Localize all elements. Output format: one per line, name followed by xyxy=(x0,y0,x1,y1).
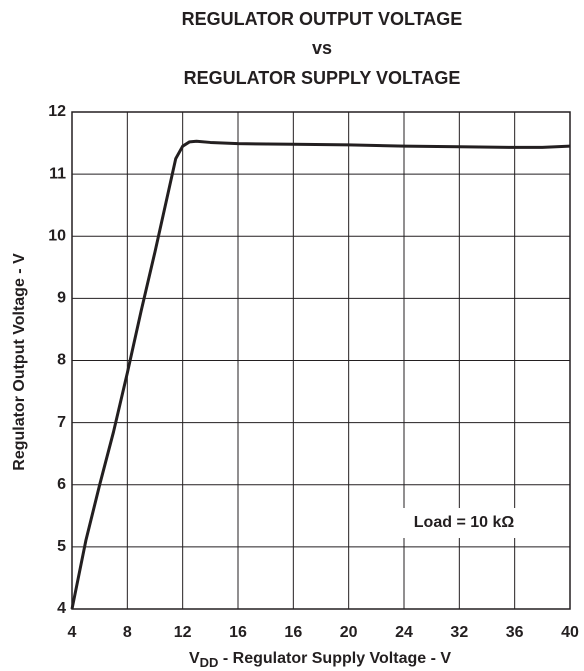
chart-title: vs xyxy=(312,38,332,58)
y-tick-label: 10 xyxy=(48,227,66,244)
x-tick-label: 40 xyxy=(561,624,579,641)
x-tick-label: 32 xyxy=(450,624,468,641)
annotation-bg xyxy=(385,508,543,538)
x-tick-label: 4 xyxy=(68,624,77,641)
chart-title: REGULATOR OUTPUT VOLTAGE xyxy=(182,9,463,29)
x-axis-label: VDD - Regulator Supply Voltage - V xyxy=(189,650,451,670)
y-tick-label: 11 xyxy=(49,165,66,182)
x-label-subscript: DD xyxy=(200,655,219,670)
y-tick-label: 4 xyxy=(57,600,66,617)
y-tick-label: 6 xyxy=(57,476,66,493)
y-tick-label: 8 xyxy=(57,352,66,369)
x-tick-label: 20 xyxy=(340,624,358,641)
x-label-text: - Regulator Supply Voltage - V xyxy=(218,650,451,667)
x-tick-label: 16 xyxy=(229,624,247,641)
y-tick-label: 9 xyxy=(57,290,66,307)
x-label-base: V xyxy=(189,650,200,667)
x-tick-label: 36 xyxy=(506,624,524,641)
x-tick-label: 16 xyxy=(284,624,302,641)
chart-title: REGULATOR SUPPLY VOLTAGE xyxy=(184,68,461,88)
y-axis-label: Regulator Output Voltage - V xyxy=(11,253,28,471)
plot-frame xyxy=(71,111,571,610)
data-line xyxy=(70,139,571,610)
x-tick-label: 12 xyxy=(174,624,192,641)
x-tick-label: 8 xyxy=(123,624,132,641)
y-tick-label: 7 xyxy=(57,414,66,431)
annotation: Load = 10 kΩ xyxy=(414,514,515,531)
x-tick-label: 24 xyxy=(395,624,413,641)
y-tick-label: 12 xyxy=(48,103,66,120)
y-tick-label: 5 xyxy=(57,538,66,555)
